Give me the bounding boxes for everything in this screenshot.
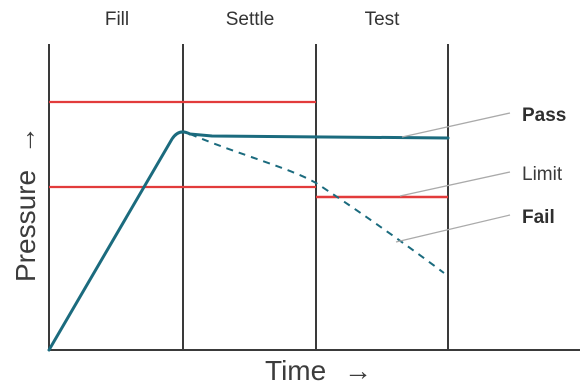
pass-curve <box>47 130 450 352</box>
y-axis-label: Pressure → <box>10 126 41 282</box>
x-axis-arrow: → <box>344 355 372 386</box>
phase-label-settle: Settle <box>226 9 275 30</box>
fail-leader-line <box>395 214 511 243</box>
fail-label: Fail <box>522 207 555 228</box>
y-axis-arrow: → <box>10 126 41 154</box>
limit-label: Limit <box>522 164 563 185</box>
x-axis-label-text: Time <box>265 355 326 386</box>
x-axis-label: Time → <box>265 355 372 386</box>
phase-label-test: Test <box>365 9 401 30</box>
pass-label: Pass <box>522 105 566 126</box>
limit-leader-line <box>399 171 511 197</box>
pass-leader-line <box>401 112 511 138</box>
phase-label-fill: Fill <box>105 9 129 30</box>
y-axis-label-text: Pressure <box>10 170 41 282</box>
fail-curve <box>189 133 445 274</box>
